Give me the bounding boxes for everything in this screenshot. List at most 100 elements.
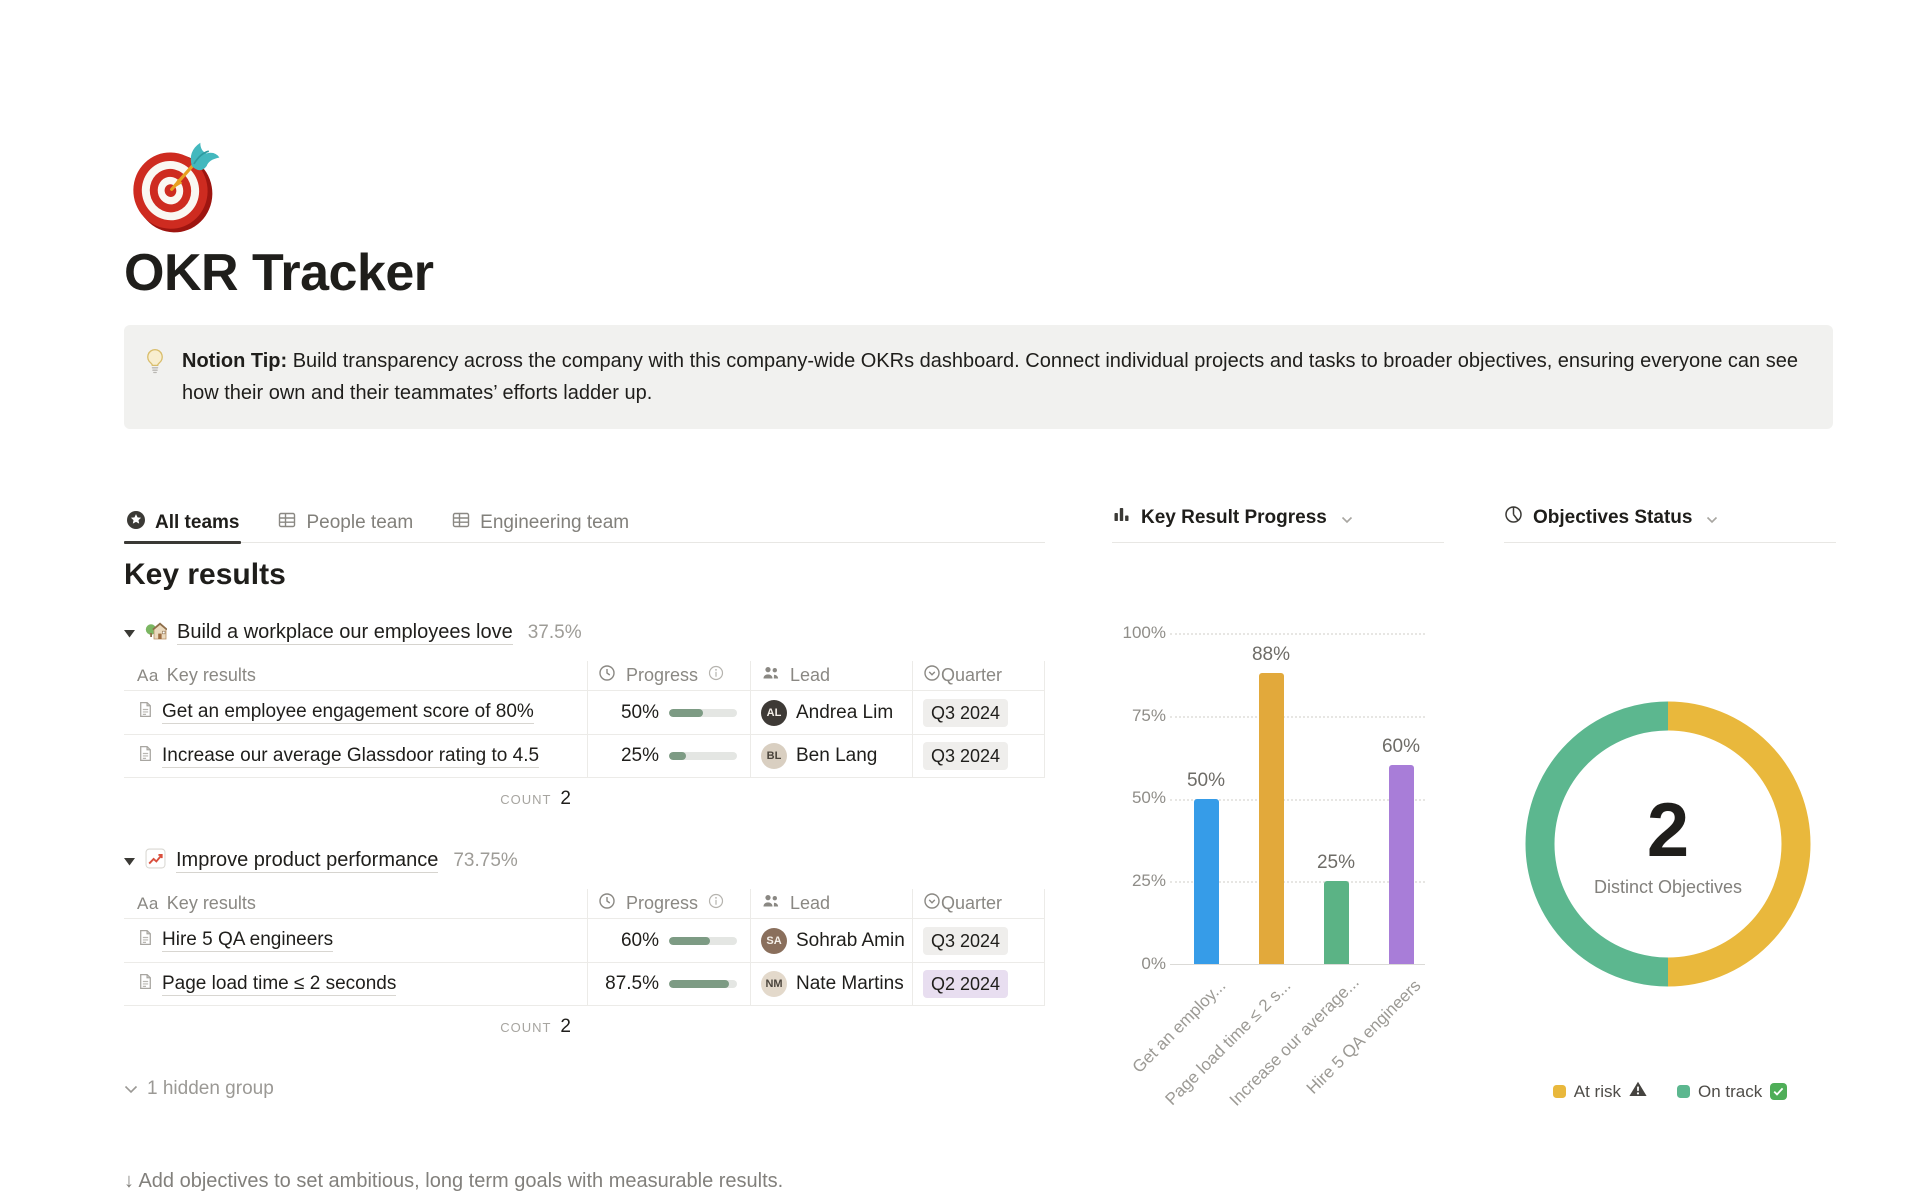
lead-cell: SA Sohrab Amin [750,919,912,962]
name-cell: Get an employee engagement score of 80% [124,691,587,734]
column-label: Key results [166,893,256,913]
count-label: count [500,791,552,807]
document-icon [137,701,154,724]
column-header-name[interactable]: Aa Key results [124,889,587,918]
quarter-cell: Q3 2024 [912,735,1045,777]
info-icon [708,665,724,686]
view-tabs: All teams People team Engineering team [124,503,1045,544]
document-icon [137,929,154,952]
legend-item-at-risk[interactable]: At risk [1552,1081,1647,1102]
column-header-name[interactable]: Aa Key results [124,661,587,690]
quarter-cell: Q3 2024 [912,919,1045,962]
key-results-table-1: Aa Key results Progress Lead Quarter Get… [124,661,1045,820]
legend-item-on-track[interactable]: On track [1676,1081,1788,1102]
toggle-triangle-icon[interactable] [124,629,135,638]
group-header-1: Build a workplace our employees love 37.… [124,619,1045,647]
quarter-tag[interactable]: Q3 2024 [923,926,1009,955]
quarter-tag[interactable]: Q3 2024 [923,742,1009,770]
objectives-status-panel: Objectives Status 2 Distinct Objectives … [1504,503,1836,1101]
bar-column: 50% [1174,633,1238,964]
legend-swatch [1552,1085,1566,1098]
info-icon [708,893,724,914]
tab-all-teams[interactable]: All teams [124,503,242,544]
key-result-link[interactable]: Increase our average Glassdoor rating to… [162,744,540,768]
x-tick-label: Hire 5 QA engineers [1302,976,1425,1098]
star-circle-icon [126,510,146,536]
gridline [1170,715,1425,718]
x-axis-line [1170,964,1425,965]
tab-people-team[interactable]: People team [275,503,415,542]
page-icon-target[interactable] [124,130,230,236]
warning-triangle-icon [1629,1081,1647,1102]
key-result-progress-header[interactable]: Key Result Progress [1112,503,1444,543]
progress-value: 87.5% [605,973,659,994]
column-header-quarter[interactable]: Quarter [912,889,1045,918]
panel-title: Key Result Progress [1141,506,1327,528]
objective-link[interactable]: Improve product performance [176,849,439,873]
bar[interactable] [1193,798,1219,964]
hidden-group-toggle[interactable]: 1 hidden group [124,1078,1045,1100]
bar[interactable] [1258,672,1284,964]
chart-legend: At risk On track [1504,1081,1836,1102]
check-badge-icon [1770,1083,1788,1100]
target-dart-emoji [133,142,220,233]
column-header-progress[interactable]: Progress [587,889,750,918]
avatar: NM [761,971,787,997]
lead-name: Ben Lang [796,745,878,766]
progress-bar [669,980,737,988]
count-row[interactable]: count 2 [124,778,587,820]
key-result-link[interactable]: Hire 5 QA engineers [162,929,334,952]
column-header-lead[interactable]: Lead [750,889,912,918]
panel-title: Objectives Status [1533,506,1693,528]
tab-engineering-team[interactable]: Engineering team [449,503,631,542]
progress-cell: 50% [587,691,750,734]
objectives-status-header[interactable]: Objectives Status [1504,503,1836,543]
quarter-tag[interactable]: Q3 2024 [923,698,1009,727]
text-type-icon: Aa [137,665,159,685]
table-row: Get an employee engagement score of 80% … [124,690,1045,734]
donut-slice-at-risk[interactable] [1667,701,1811,987]
distinct-objectives-label: Distinct Objectives [1593,876,1743,897]
column-header-lead[interactable]: Lead [750,661,912,690]
key-result-link[interactable]: Page load time ≤ 2 seconds [162,972,397,996]
progress-bar [669,752,737,760]
column-label: Quarter [941,665,1003,685]
y-tick: 100% [1122,623,1166,642]
chevron-down-icon [1706,508,1718,530]
donut-center: 2 Distinct Objectives [1523,699,1813,989]
progress-value: 50% [620,701,659,723]
objective-link[interactable]: Build a workplace our employees love [177,621,513,645]
y-tick: 0% [1141,954,1166,973]
column-label: Progress [626,665,699,685]
legend-swatch [1676,1085,1690,1098]
document-icon [137,745,154,768]
bar-value-label: 50% [1186,769,1226,791]
count-row[interactable]: count 2 [124,1006,587,1048]
bar-value-label: 88% [1251,643,1291,665]
column-header-progress[interactable]: Progress [587,661,750,690]
progress-cell: 87.5% [587,963,750,1005]
bar[interactable] [1388,765,1414,964]
pie-chart-icon [1504,505,1523,530]
legend-label: On track [1697,1081,1763,1101]
column-header-quarter[interactable]: Quarter [912,661,1045,690]
quarter-tag[interactable]: Q2 2024 [923,970,1009,998]
tab-label: People team [306,511,414,533]
y-tick: 50% [1131,788,1166,807]
table-icon [277,510,297,536]
toggle-triangle-icon[interactable] [124,857,135,866]
count-value: 2 [560,1016,571,1037]
key-results-table-2: Aa Key results Progress Lead Quarter Hir… [124,889,1045,1048]
x-tick-label: Get an employ... [1128,976,1230,1077]
progress-bar [669,936,737,945]
bar-column: 25% [1304,633,1368,964]
table-header: Aa Key results Progress Lead Quarter [124,889,1045,918]
distinct-objectives-count: 2 [1646,787,1690,873]
column-label: Progress [626,893,699,913]
count-value: 2 [560,788,571,809]
lead-name: Andrea Lim [796,701,894,723]
bar[interactable] [1323,881,1349,964]
key-result-link[interactable]: Get an employee engagement score of 80% [162,701,534,724]
donut-slice-on-track[interactable] [1525,701,1669,987]
tab-label: All teams [155,511,240,533]
